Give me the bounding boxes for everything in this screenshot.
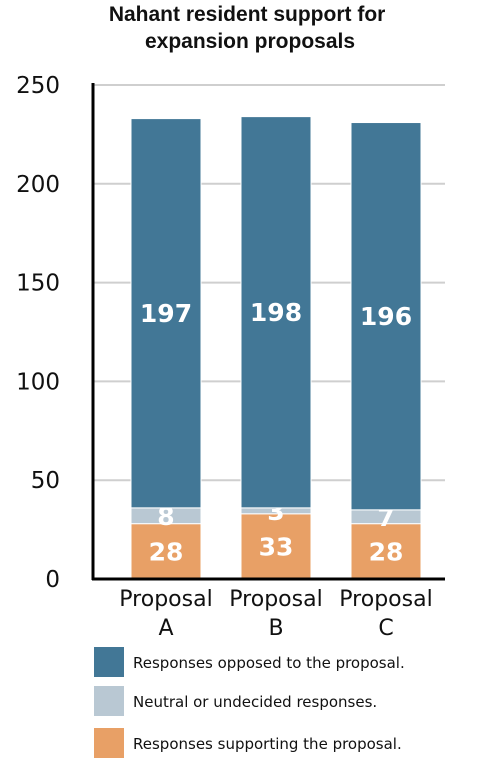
legend-label: Responses opposed to the proposal. xyxy=(133,654,405,672)
bar-segment xyxy=(240,116,312,509)
chart-title-line-2: expansion proposals xyxy=(145,30,355,53)
x-axis-ticks: Proposal A Proposal B Proposal C xyxy=(119,587,432,641)
x-tick-label: Proposal B xyxy=(229,587,322,641)
chart-title-line-1: Nahant resident support for xyxy=(109,3,386,26)
data-label: 197 xyxy=(140,299,192,328)
data-label: 196 xyxy=(360,302,412,331)
legend-label: Responses supporting the proposal. xyxy=(133,735,402,753)
data-label: 198 xyxy=(250,298,302,327)
bar-segment xyxy=(130,118,202,509)
axes xyxy=(91,83,445,581)
data-label: 28 xyxy=(369,537,404,566)
legend-swatch xyxy=(94,686,124,716)
bar-segment xyxy=(350,122,422,511)
y-tick-label: 100 xyxy=(16,369,60,395)
y-tick-label: 250 xyxy=(16,73,60,99)
y-tick-label: 0 xyxy=(45,567,60,593)
legend: Responses opposed to the proposal. Neutra… xyxy=(94,647,405,758)
data-label: 33 xyxy=(259,532,294,561)
y-tick-label: 200 xyxy=(16,172,60,198)
bar-segment xyxy=(130,523,202,580)
legend-swatch xyxy=(94,728,124,758)
chart-title: Nahant resident support for expansion pr… xyxy=(109,3,391,53)
bar-segment xyxy=(350,523,422,580)
y-axis-ticks: 0 50 100 150 200 250 xyxy=(16,73,60,593)
legend-swatch xyxy=(94,647,124,677)
data-label: 28 xyxy=(149,537,184,566)
y-tick-label: 150 xyxy=(16,271,60,297)
y-tick-label: 50 xyxy=(31,468,60,494)
bar-segment xyxy=(240,513,312,580)
data-label: 8 xyxy=(157,502,174,531)
x-tick-label: Proposal C xyxy=(339,587,432,641)
x-tick-label: Proposal A xyxy=(119,587,212,641)
legend-label: Neutral or undecided responses. xyxy=(133,693,377,711)
